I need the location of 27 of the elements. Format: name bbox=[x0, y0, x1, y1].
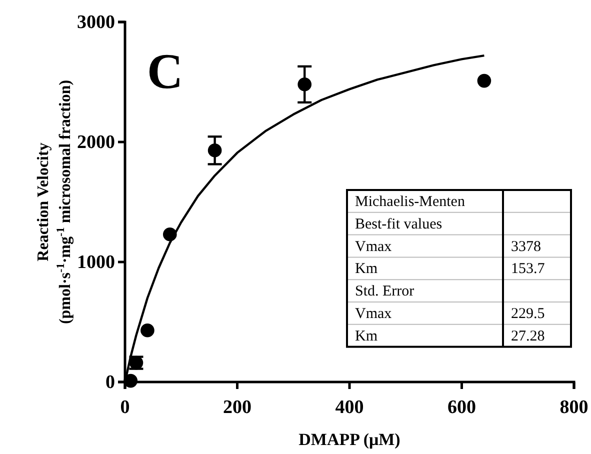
y-tick-label: 3000 bbox=[77, 12, 115, 34]
annotation: 3378 bbox=[511, 238, 541, 255]
annotation: Km bbox=[355, 328, 378, 344]
y-tick-label: 2000 bbox=[77, 132, 115, 154]
annotation: Michaelis-Menten bbox=[355, 194, 466, 210]
point bbox=[208, 144, 222, 158]
annotation: Km bbox=[355, 261, 378, 278]
annotation: 153.7 bbox=[511, 261, 546, 278]
x-axis-title: DMAPP (μM) bbox=[298, 430, 400, 449]
x-tick-label: 800 bbox=[560, 396, 588, 418]
annotation: Vmax bbox=[355, 306, 392, 322]
annotation: C bbox=[147, 43, 184, 99]
point bbox=[298, 78, 312, 92]
annotation: 27.28 bbox=[511, 328, 545, 344]
x-tick-label: 200 bbox=[223, 396, 252, 418]
x-tick-label: 0 bbox=[120, 396, 130, 418]
x-tick-label: 400 bbox=[335, 396, 364, 418]
annotation: Std. Error bbox=[355, 284, 414, 300]
point bbox=[477, 74, 492, 88]
annotation: Vmax bbox=[355, 238, 392, 255]
point bbox=[140, 324, 154, 338]
y-tick-label: 0 bbox=[106, 372, 115, 394]
annotation: Best-fit values bbox=[355, 216, 442, 232]
annotation: 229.5 bbox=[511, 306, 545, 322]
x-tick-label: 600 bbox=[448, 396, 476, 418]
point bbox=[124, 374, 138, 388]
y-tick-label: 1000 bbox=[77, 252, 115, 274]
